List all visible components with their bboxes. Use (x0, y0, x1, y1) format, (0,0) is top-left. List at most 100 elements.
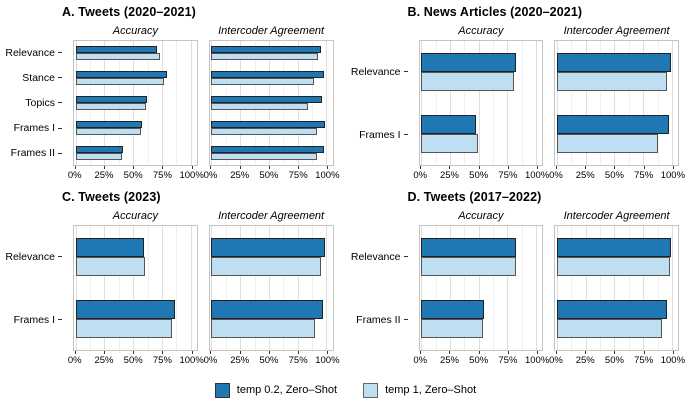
category-label: Topics (25, 96, 55, 109)
x-axis-tick-label: 25% (94, 170, 114, 181)
x-axis-tick (449, 351, 451, 354)
bar-group (210, 300, 333, 338)
major-gridline (268, 226, 270, 350)
facet-title: Accuracy (458, 25, 504, 37)
y-axis-labels: Relevance Frames I (4, 225, 62, 351)
bar-temp1-zeroshot (75, 127, 142, 135)
x-axis-tick (614, 166, 616, 169)
minor-gridline (464, 226, 466, 350)
bar-temp02-zeroshot (75, 238, 144, 257)
x-axis-tick (420, 166, 422, 169)
y-axis-label-row: Topics (4, 97, 62, 109)
y-axis-tick (58, 102, 62, 104)
bar-temp02-zeroshot (421, 300, 485, 319)
bar-group (74, 95, 197, 110)
x-axis-tick (210, 351, 212, 354)
category-label: Frames II (356, 313, 401, 326)
minor-gridline (435, 41, 437, 165)
category-label: Relevance (5, 46, 55, 59)
y-axis-tick (403, 134, 408, 135)
bar-temp02-zeroshot (211, 238, 326, 257)
minor-gridline (628, 226, 630, 350)
minor-gridline (435, 226, 437, 350)
legend-label: temp 0.2, Zero–Shot (236, 384, 338, 396)
minor-gridline (657, 41, 659, 165)
y-axis-label-row: Frames I (350, 129, 408, 141)
x-axis: 0% 25% 50% 75% 100% (413, 166, 549, 182)
major-gridline (671, 41, 673, 165)
y-axis-labels: Relevance Frames II (350, 225, 408, 351)
major-gridline (536, 226, 538, 350)
bar-temp1-zeroshot (211, 78, 314, 86)
x-axis-tick (643, 166, 645, 169)
facet-intercoder-agreement: Intercoder Agreement 0% 25% 50% 75% 100% (204, 210, 340, 367)
x-axis-tick-label: 50% (123, 355, 143, 366)
x-axis: 0% 25% 50% 75% 100% (68, 351, 204, 367)
major-gridline (421, 41, 423, 165)
x-axis-tick-label: 50% (123, 170, 143, 181)
x-axis-tick-label: 100% (179, 355, 204, 366)
major-gridline (161, 41, 163, 165)
plot-area (418, 40, 544, 166)
major-gridline (326, 41, 328, 165)
major-gridline (326, 226, 328, 350)
x-axis-tick-label: 0% (67, 170, 82, 181)
bar-group (210, 95, 333, 110)
bar-temp02-zeroshot (75, 300, 175, 319)
x-axis-tick-label: 0% (413, 355, 428, 366)
x-axis-tick-label: 75% (498, 355, 518, 366)
plot-area (73, 225, 198, 351)
x-axis: 0% 25% 50% 75% 100% (68, 166, 204, 182)
bar-temp02-zeroshot (211, 71, 325, 79)
plot-area (208, 40, 334, 166)
bar-temp02-zeroshot (75, 95, 147, 103)
x-axis-tick-label: 0% (203, 355, 218, 366)
x-axis-tick-label: 50% (469, 170, 489, 181)
major-gridline (536, 41, 538, 165)
bar-temp1-zeroshot (75, 257, 145, 276)
bar-group (210, 120, 333, 135)
major-gridline (507, 226, 509, 350)
y-axis-tick (58, 52, 62, 54)
minor-gridline (225, 226, 227, 350)
x-axis-tick-label: 0% (67, 355, 82, 366)
x-axis-tick-label: 75% (152, 355, 172, 366)
x-axis-tick-label: 25% (439, 355, 459, 366)
x-axis-tick (327, 166, 329, 169)
minor-gridline (118, 226, 120, 350)
minor-gridline (147, 226, 149, 350)
facet-title: Intercoder Agreement (563, 210, 670, 222)
major-gridline (161, 226, 163, 350)
y-axis-tick (58, 319, 62, 320)
major-gridline (478, 41, 480, 165)
major-gridline (133, 226, 135, 350)
x-axis: 0% 25% 50% 75% 100% (204, 166, 340, 182)
x-axis-tick (420, 351, 422, 354)
x-axis: 0% 25% 50% 75% 100% (549, 351, 685, 367)
bar-group (420, 53, 543, 91)
major-gridline (671, 226, 673, 350)
facet-title: Intercoder Agreement (563, 25, 670, 37)
legend-swatch (363, 382, 379, 398)
panel-title-D: D. Tweets (2017–2022) (407, 190, 542, 204)
major-gridline (614, 226, 616, 350)
category-label: Frames I (359, 128, 401, 141)
plot-area (73, 40, 198, 166)
bar-group (210, 71, 333, 86)
bar-temp02-zeroshot (211, 120, 326, 128)
y-axis-tick (403, 256, 408, 257)
legend-label: temp 1, Zero–Shot (385, 384, 477, 396)
x-axis-tick (298, 166, 300, 169)
major-gridline (507, 41, 509, 165)
minor-gridline (600, 226, 602, 350)
y-axis-tick (58, 256, 62, 257)
x-axis-tick (162, 166, 164, 169)
bar-temp1-zeroshot (211, 257, 321, 276)
panel-title-B: B. News Articles (2020–2021) (407, 5, 583, 19)
minor-gridline (571, 41, 573, 165)
bar-temp02-zeroshot (556, 115, 669, 134)
x-axis-tick (507, 351, 509, 354)
bar-temp02-zeroshot (211, 46, 321, 54)
minor-gridline (176, 41, 178, 165)
bar-temp1-zeroshot (421, 72, 515, 91)
